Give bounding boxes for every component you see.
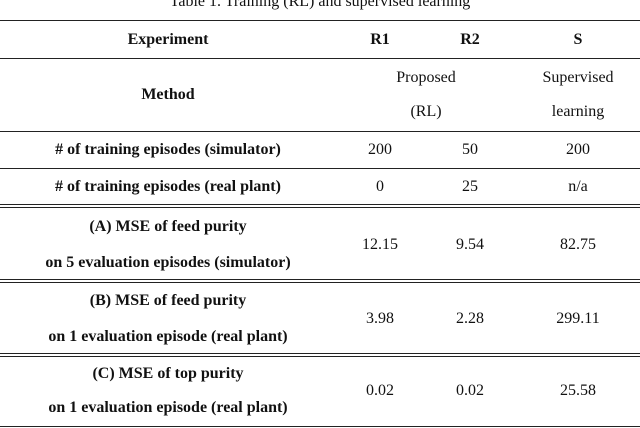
- metric-r1-value: 0.02: [366, 382, 394, 399]
- metric-s-value: 25.58: [560, 382, 596, 399]
- metric-s-value: 82.75: [560, 236, 596, 253]
- row-r2-value: 50: [462, 141, 478, 158]
- row-r1-value: 200: [368, 141, 392, 158]
- method-label: Method: [141, 86, 195, 103]
- metric-r2-value: 9.54: [456, 236, 484, 253]
- metric-r1-value: 12.15: [362, 236, 398, 253]
- row-s-value: 200: [566, 141, 590, 158]
- row-r1-value: 0: [376, 178, 384, 195]
- row-r2-value: 25: [462, 178, 478, 195]
- double-rule: [0, 353, 640, 357]
- row-label: # of training episodes (simulator): [55, 141, 281, 158]
- metric-label-line2: on 1 evaluation episode (real plant): [48, 399, 288, 416]
- method-supervised-line1: Supervised: [542, 69, 614, 86]
- header-rule: [0, 58, 640, 59]
- metric-label-line1: (A) MSE of feed purity: [89, 218, 247, 235]
- method-supervised-line2: learning: [551, 103, 605, 120]
- row-label: # of training episodes (real plant): [55, 178, 281, 195]
- top-rule: [0, 20, 640, 21]
- double-rule: [0, 279, 640, 283]
- double-rule: [0, 204, 640, 208]
- header-s: S: [573, 31, 583, 48]
- method-rule: [0, 131, 640, 132]
- metric-label: (B) MSE of feed purity on 1 evaluation e…: [0, 283, 336, 355]
- header-r1: R1: [370, 31, 390, 48]
- header-r2: R2: [460, 31, 480, 48]
- metric-label-line2: on 5 evaluation episodes (simulator): [45, 254, 291, 271]
- method-proposed-line2: (RL): [410, 103, 442, 120]
- method-proposed: Proposed (RL): [336, 59, 516, 131]
- metric-label: (C) MSE of top purity on 1 evaluation ep…: [0, 357, 336, 425]
- method-supervised: Supervised learning: [516, 59, 640, 131]
- metric-r2-value: 0.02: [456, 382, 484, 399]
- table-caption: Table 1. Training (RL) and supervised le…: [169, 0, 471, 10]
- method-proposed-line1: Proposed: [396, 69, 456, 86]
- metric-s-value: 299.11: [556, 310, 600, 327]
- metric-label-line2: on 1 evaluation episode (real plant): [48, 328, 288, 345]
- metric-label: (A) MSE of feed purity on 5 evaluation e…: [0, 208, 336, 282]
- metric-label-line1: (B) MSE of feed purity: [89, 292, 247, 309]
- row-s-value: n/a: [568, 178, 588, 195]
- header-experiment: Experiment: [127, 31, 209, 48]
- bottom-rule: [0, 426, 640, 427]
- metric-r1-value: 3.98: [366, 310, 394, 327]
- row-rule: [0, 168, 640, 169]
- metric-label-line1: (C) MSE of top purity: [92, 365, 244, 382]
- metric-r2-value: 2.28: [456, 310, 484, 327]
